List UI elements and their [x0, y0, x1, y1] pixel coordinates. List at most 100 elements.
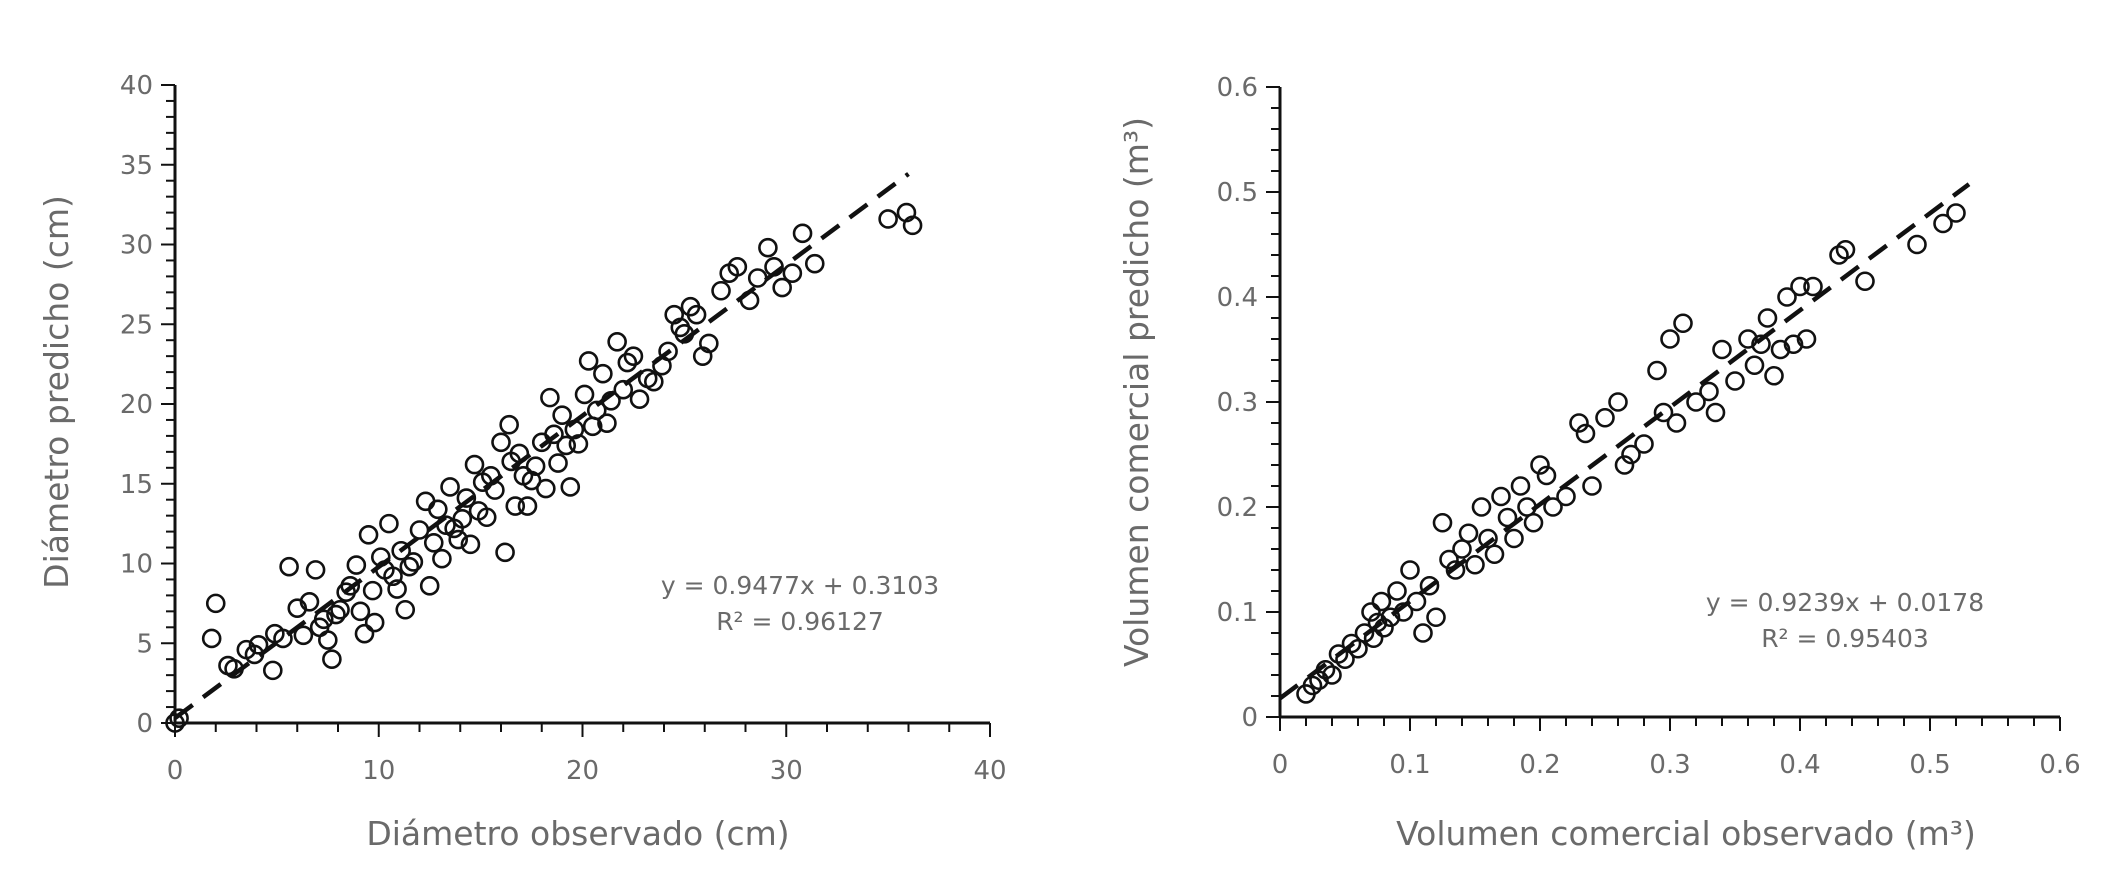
chart-volumen-point [1432, 512, 1453, 533]
chart-diametro-point [313, 609, 334, 630]
chart-volumen-point [1556, 486, 1576, 507]
chart-diametro-point [552, 405, 572, 425]
chart-diametro-point [568, 434, 589, 454]
chart-diametro-trendline [173, 172, 910, 720]
chart-diametro-equation: y = 0.9477x + 0.3103 [661, 571, 939, 600]
chart-diametro-point [279, 556, 299, 577]
chart-volumen-x-tick-label: 0.4 [1779, 750, 1820, 780]
chart-diametro-x-tick-label: 10 [362, 756, 395, 786]
chart-volumen-point [1764, 365, 1784, 386]
chart-diametro-point [758, 237, 778, 258]
chart-diametro-y-tick-label: 0 [136, 709, 153, 739]
chart-volumen-y-tick-label: 0 [1241, 703, 1258, 733]
chart-volumen-y-tick-label: 0.1 [1217, 598, 1258, 628]
chart-diametro-point [399, 556, 420, 577]
chart-diametro-r2: R² = 0.96127 [716, 607, 884, 636]
chart-diametro-point [525, 456, 546, 477]
chart-diametro-point [326, 604, 346, 625]
chart-diametro-y-tick-label: 20 [120, 390, 153, 420]
chart-volumen-point [1621, 444, 1641, 465]
chart-volumen-point [1497, 507, 1518, 528]
chart-volumen-point [1361, 602, 1381, 622]
chart-diametro-point [169, 708, 189, 729]
chart-diametro-point [391, 540, 411, 561]
chart-volumen-point [1770, 339, 1791, 360]
chart-volumen-point [1634, 434, 1654, 454]
chart-diametro-point [448, 529, 469, 550]
chart-volumen-point [1543, 497, 1563, 517]
chart-diametro-point [540, 387, 560, 408]
chart-diametro-y-tick-label: 15 [120, 470, 153, 500]
chart-diametro-x-tick-label: 40 [973, 756, 1006, 786]
chart-volumen-x-tick-label: 0.3 [1649, 750, 1690, 780]
chart-diametro-point [658, 341, 678, 362]
chart-diametro-point [464, 454, 485, 475]
chart-diametro-point [902, 215, 923, 236]
chart-volumen-point [1614, 455, 1635, 475]
chart-diametro-y-tick-label: 30 [120, 231, 153, 261]
chart-volumen-point [1439, 549, 1459, 570]
chart-volumen-point [1471, 497, 1492, 517]
chart-diametro-y-tick-label: 5 [136, 629, 153, 659]
chart-diametro-point [432, 548, 452, 569]
chart-volumen-point [1796, 329, 1817, 349]
chart-volumen-point [1426, 607, 1446, 628]
chart-volumen-point [1673, 313, 1693, 334]
chart-diametro-point [165, 713, 185, 733]
chart-volumen-point [1751, 334, 1771, 355]
chart-volumen-point [1946, 203, 1966, 223]
chart-diametro-point [370, 547, 391, 567]
chart-volumen-point [1374, 617, 1394, 638]
chart-diametro-point [395, 599, 416, 620]
chart-volumen-point [1406, 591, 1427, 612]
chart-diametro-point [699, 333, 719, 354]
chart-diametro-point [574, 384, 595, 405]
chart-volumen-point [1380, 607, 1401, 628]
chart-diametro-x-tick-label: 0 [167, 756, 184, 786]
chart-diametro-point [460, 534, 481, 555]
chart-diametro-point [322, 649, 342, 670]
chart-volumen-y-tick-label: 0.6 [1217, 73, 1258, 103]
chart-diametro-point [578, 351, 599, 371]
chart-volumen-point [1523, 512, 1544, 533]
chart-volumen-point [1777, 287, 1797, 307]
chart-diametro-point [586, 400, 607, 421]
chart-diametro-point [564, 419, 585, 440]
chart-diametro-point [764, 257, 784, 277]
chart-diametro-point [782, 263, 803, 284]
chart-diametro-y-axis-title: Diámetro predicho (cm) [37, 195, 76, 589]
chart-volumen-point [1660, 329, 1680, 349]
chart-volumen-y-axis-title: Volumen comercial predicho (m³) [1117, 117, 1156, 667]
chart-diametro-point [613, 379, 634, 400]
chart-diametro-point [299, 591, 320, 612]
chart-diametro-point [262, 660, 283, 681]
chart-diametro-point [536, 478, 556, 499]
chart-volumen-x-axis-title: Volumen comercial observado (m³) [1396, 814, 1976, 853]
chart-diametro-point [617, 352, 638, 373]
chart-volumen-marks: 0 0.1 0.2 0.3 0.4 0.5 0.6 0 0.1 0.2 0.3 0.4 0.5 0.6 [1217, 73, 2081, 780]
chart-volumen-point [1387, 581, 1407, 601]
chart-diametro-point [607, 331, 627, 352]
chart-volumen-point [1744, 355, 1765, 376]
chart-volumen-point [1699, 381, 1719, 402]
chart-diametro-point [362, 580, 383, 601]
chart-volumen-point [1790, 276, 1810, 297]
chart-diametro-point [428, 499, 448, 520]
chart-diametro-point [517, 496, 538, 516]
chart-diametro-point [485, 480, 505, 500]
chart-diametro-point [491, 432, 511, 453]
chart-volumen-y-tick-label: 0.5 [1217, 178, 1258, 208]
chart-volumen-y-tick-label: 0.3 [1217, 388, 1258, 418]
chart-volumen-point [1933, 213, 1953, 234]
chart-volumen-point [1393, 602, 1414, 622]
chart-diametro-point [686, 304, 707, 325]
chart-diametro-point [330, 599, 350, 620]
chart-diametro-point [804, 253, 825, 274]
chart-volumen-point [1803, 276, 1823, 297]
chart-volumen-point [1400, 560, 1420, 580]
chart-diametro-point [495, 542, 515, 563]
chart-diametro-point [747, 268, 768, 288]
chart-volumen-point [1484, 544, 1505, 565]
chart-volumen-point [1536, 465, 1557, 486]
chart-diametro-point [354, 623, 375, 644]
